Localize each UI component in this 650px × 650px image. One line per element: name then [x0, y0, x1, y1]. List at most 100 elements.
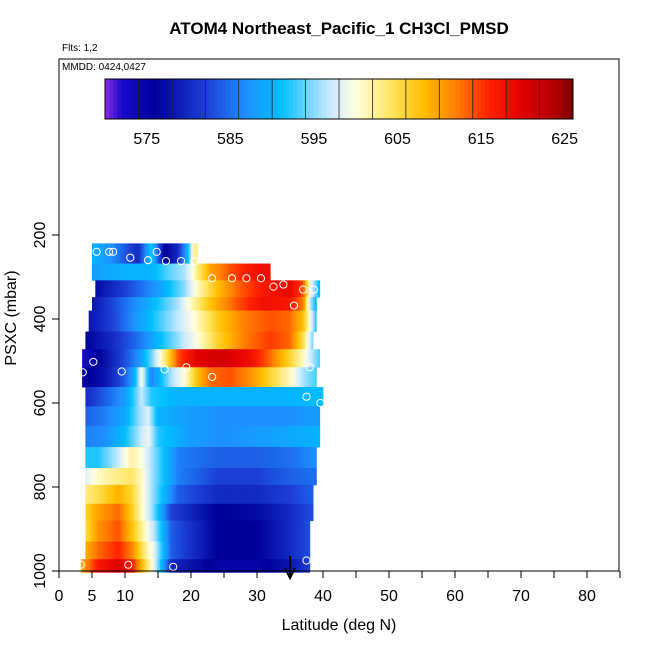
heat-cell	[240, 310, 243, 332]
heat-cell	[266, 367, 269, 388]
heat-cell	[255, 406, 258, 427]
heat-cell	[161, 468, 164, 486]
heat-cell	[294, 541, 297, 560]
heat-cell	[90, 484, 93, 505]
heat-cell	[164, 484, 167, 505]
heat-cell	[309, 447, 312, 469]
heat-cell	[261, 447, 264, 469]
heat-cell	[101, 447, 104, 469]
heat-cell	[304, 426, 307, 448]
heat-cell	[133, 243, 136, 264]
heat-cell	[125, 559, 128, 573]
heat-cell	[133, 310, 136, 332]
heat-cell	[200, 541, 203, 560]
heat-cell	[242, 520, 245, 542]
heat-cell	[166, 484, 169, 505]
heat-cell	[88, 367, 91, 388]
heat-cell	[200, 520, 203, 542]
heat-cell	[210, 367, 213, 388]
heat-cell	[166, 349, 169, 368]
heat-cell	[123, 426, 126, 448]
heat-cell	[202, 484, 205, 505]
heat-cell	[186, 503, 189, 521]
heat-cell	[245, 349, 248, 368]
heat-cell	[117, 559, 120, 573]
heat-cell	[265, 387, 268, 407]
heat-cell	[138, 426, 141, 448]
colorbar-cell	[180, 79, 185, 119]
heat-cell	[101, 387, 104, 407]
heat-cell	[105, 468, 108, 486]
heat-cell	[270, 406, 273, 427]
heat-cell	[125, 297, 128, 311]
colorbar-cell	[501, 79, 507, 119]
heat-cell	[128, 331, 131, 350]
heat-cell	[215, 406, 218, 427]
heat-cell	[275, 559, 278, 573]
sample-point	[92, 247, 101, 256]
heat-cell	[205, 310, 208, 332]
heat-cell	[110, 541, 113, 560]
heat-cell	[270, 426, 273, 448]
heat-cell	[156, 468, 159, 486]
colorbar-cell	[184, 79, 189, 119]
heat-band	[85, 387, 324, 407]
heat-cell	[164, 367, 167, 388]
heat-cell	[313, 297, 316, 311]
colorbar-cell	[125, 79, 131, 119]
heat-cell	[182, 367, 185, 388]
heat-cell	[87, 406, 90, 427]
heat-cell	[304, 484, 307, 505]
heat-cell	[153, 263, 156, 281]
colorbar-cell	[547, 79, 553, 119]
heat-cell	[154, 310, 157, 332]
heat-cell	[227, 263, 230, 281]
heat-cell	[204, 447, 207, 469]
heat-cell	[293, 349, 296, 368]
heat-cell	[285, 310, 288, 332]
heat-cell	[98, 331, 101, 350]
heat-cell	[144, 468, 147, 486]
heat-cell	[199, 387, 202, 407]
heat-cell	[298, 349, 301, 368]
heat-cell	[98, 297, 101, 311]
heat-cell	[95, 349, 98, 368]
heat-cell	[280, 541, 283, 560]
heat-cell	[186, 541, 189, 560]
heat-band	[82, 349, 321, 368]
colorbar-cell	[410, 79, 415, 119]
heat-cell	[103, 387, 106, 407]
heat-cell	[252, 387, 255, 407]
heat-cell	[96, 280, 99, 298]
heat-cell	[212, 447, 215, 469]
colorbar-cell	[355, 79, 361, 119]
heat-cell	[204, 426, 207, 448]
heat-cell	[232, 406, 235, 427]
heat-cell	[212, 468, 215, 486]
sample-point	[124, 560, 133, 569]
heat-cell	[316, 426, 319, 448]
heat-cell	[205, 406, 208, 427]
heat-cell	[248, 310, 251, 332]
heat-cell	[105, 503, 108, 521]
heat-cell	[110, 297, 113, 311]
heat-cell	[138, 331, 141, 350]
heat-cell	[136, 426, 139, 448]
heat-cell	[209, 468, 212, 486]
heat-cell	[242, 426, 245, 448]
sample-point	[208, 274, 217, 283]
heat-cell	[128, 280, 131, 298]
heat-cell	[96, 520, 99, 542]
heat-cell	[194, 503, 197, 521]
heat-cell	[166, 468, 169, 486]
heat-cell	[167, 484, 170, 505]
heat-cell	[144, 503, 147, 521]
heat-cell	[96, 541, 99, 560]
heat-cell	[301, 541, 304, 560]
heat-band	[85, 468, 317, 486]
heat-cell	[128, 559, 131, 573]
heat-cell	[101, 426, 104, 448]
heat-cell	[306, 484, 309, 505]
heat-cell	[217, 367, 220, 388]
